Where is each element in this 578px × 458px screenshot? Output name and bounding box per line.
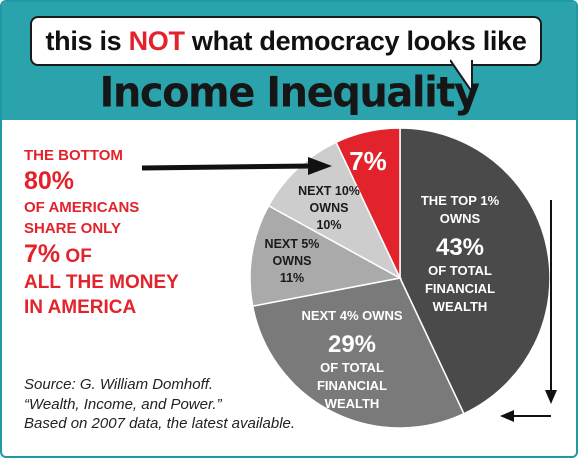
tagline-pre: this is [45,25,129,56]
down-arrow-head [545,390,557,404]
pie-slice-1-sub-line-0: OF TOTAL [320,360,384,375]
pie-slice-3-label-line-1: OWNS [310,201,349,215]
pie-slice-1-label-line-0: NEXT 4% OWNS [301,308,402,323]
pie-slice-0-label-line-0: THE TOP 1% [421,193,500,208]
lede-line-6: ALL THE MONEY [24,272,179,293]
pie-slice-0-sub-line-2: WEALTH [433,299,488,314]
pie-slice-1 [251,277,465,429]
pie-slice-2-label-line-0: NEXT 5% [265,237,320,251]
speech-bubble: this is NOT what democracy looks like [30,16,542,66]
pointer-arrow-shaft [141,163,313,171]
source-line-3: Based on 2007 data, the latest available… [24,415,296,432]
header-banner: this is NOT what democracy looks like In… [2,2,576,120]
lede-line-2: 80% [24,167,75,195]
pointer-arrow-head [308,157,332,175]
pie-slice-2-label-line-1: OWNS [273,254,312,268]
arrows [141,157,557,422]
tagline-post: what democracy looks like [184,25,527,56]
lede-line-5b: OF [60,246,92,267]
pie-labels: THE TOP 1% OWNS 43% OF TOTAL FINANCIAL WEALTH… [265,146,500,411]
lede-text: THE BOTTOM 80% OF AMERICANS SHARE ONLY 7… [24,148,254,323]
lede-line-3: OF AMERICANS [24,199,140,216]
source-line-1: Source: G. William Domhoff. [24,376,214,393]
pie-slice-0-value-label: 43% [436,234,484,261]
pie-slice-0-label-line-1: OWNS [440,211,481,226]
tagline: this is NOT what democracy looks like [45,26,526,57]
tagline-emphasis: NOT [128,25,185,56]
pie-slice-3-label-line-2: 10% [316,218,341,232]
pie-slice-2 [249,204,403,307]
pie-slice-0-sub-line-1: FINANCIAL [425,281,495,296]
pie-slice-1-sub-line-1: FINANCIAL [317,378,387,393]
pie-slice-1-value-label: 29% [328,331,376,358]
speech-bubble-tail [450,58,473,94]
lede-line-4: SHARE ONLY [24,220,121,237]
lede-line-1: THE BOTTOM [24,147,123,164]
pie-slice-3-label-line-0: NEXT 10% [298,184,360,198]
source-line-2: “Wealth, Income, and Power.” [24,395,222,413]
pie-slices [249,127,551,429]
left-arrow-head [500,410,514,422]
pie-slice-1-sub-line-2: WEALTH [325,396,380,411]
source-note: Source: G. William Domhoff. “Wealth, Inc… [24,375,295,434]
pie-slice-0 [399,127,551,415]
page-title: Income Inequality [99,68,481,118]
pie-slice-4 [335,127,401,279]
lede-line-5: 7% OF [24,242,254,267]
lede-line-5a: 7% [24,240,61,268]
pie-slice-4-value-label: 7% [349,146,387,176]
lede-line-7: IN AMERICA [24,297,137,318]
pie-slice-0-sub-line-0: OF TOTAL [428,263,492,278]
pie-slice-2-label-line-2: 11% [280,271,304,285]
